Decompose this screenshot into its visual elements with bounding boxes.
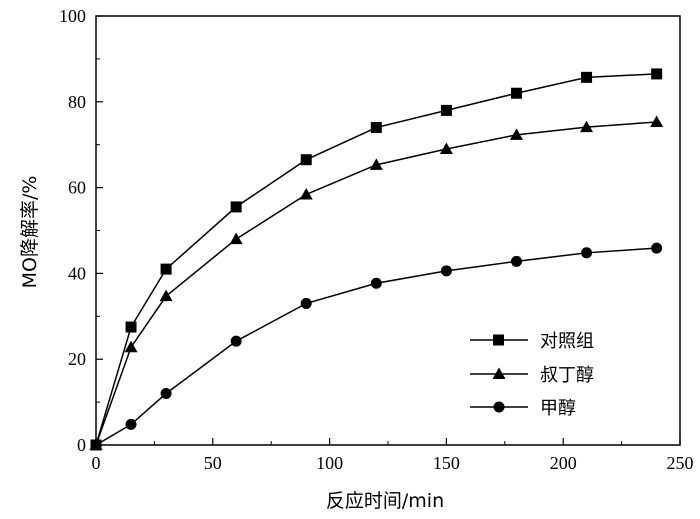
x-tick-label: 0	[92, 453, 101, 473]
data-point-triangle	[650, 115, 664, 127]
series-line-2	[95, 247, 657, 446]
data-point-circle	[651, 242, 663, 254]
data-point-triangle	[299, 187, 313, 200]
data-point-square	[370, 122, 382, 134]
data-point-circle	[440, 265, 452, 277]
legend-label-2: 甲醇	[540, 398, 576, 419]
legend: 对照组 叔丁醇 甲醇	[470, 331, 594, 419]
y-axis-title: MO降解率/%	[19, 176, 41, 289]
series-line-0	[95, 73, 657, 446]
legend-label-1: 叔丁醇	[540, 365, 594, 386]
data-point-square	[510, 87, 522, 99]
data-point-circle	[230, 335, 242, 347]
data-point-square	[440, 104, 452, 116]
legend-marker-square	[493, 334, 504, 346]
data-point-triangle	[229, 232, 243, 245]
y-tick-label: 20	[68, 349, 86, 369]
data-point-triangle	[124, 340, 138, 353]
data-point-triangle	[439, 142, 453, 154]
data-point-circle	[370, 277, 382, 289]
y-tick-label: 40	[68, 263, 86, 283]
x-tick-label: 50	[204, 453, 222, 473]
series-layer	[89, 68, 664, 451]
data-point-circle	[160, 388, 172, 400]
x-tick-label: 100	[316, 453, 343, 473]
legend-marker-circle	[493, 401, 505, 413]
data-point-triangle	[369, 158, 383, 170]
data-point-square	[125, 321, 137, 333]
data-point-square	[581, 71, 593, 83]
data-point-square	[160, 263, 172, 275]
y-tick-label: 0	[77, 435, 86, 455]
y-tick-label: 60	[68, 178, 86, 198]
y-tick-label: 100	[59, 6, 86, 26]
data-point-circle	[125, 418, 137, 430]
data-point-square	[230, 201, 242, 213]
series-line-1	[95, 121, 657, 446]
y-tick-label: 80	[68, 92, 86, 112]
x-axis-title: 反应时间/min	[326, 490, 444, 512]
x-tick-label: 150	[433, 453, 460, 473]
data-point-circle	[581, 247, 593, 259]
data-point-circle	[90, 439, 102, 451]
data-point-triangle	[580, 120, 594, 133]
x-tick-label: 200	[550, 453, 577, 473]
data-point-square	[300, 154, 312, 166]
data-point-square	[651, 68, 663, 80]
axes: 0 50 100 150 200 250 0 20 40 60 80 100	[59, 6, 694, 473]
data-point-triangle	[159, 289, 173, 302]
data-point-circle	[510, 255, 522, 267]
legend-marker-triangle	[492, 367, 506, 379]
x-tick-label: 250	[667, 453, 694, 473]
data-point-triangle	[509, 128, 523, 140]
data-point-circle	[300, 297, 312, 309]
legend-label-0: 对照组	[540, 331, 594, 352]
